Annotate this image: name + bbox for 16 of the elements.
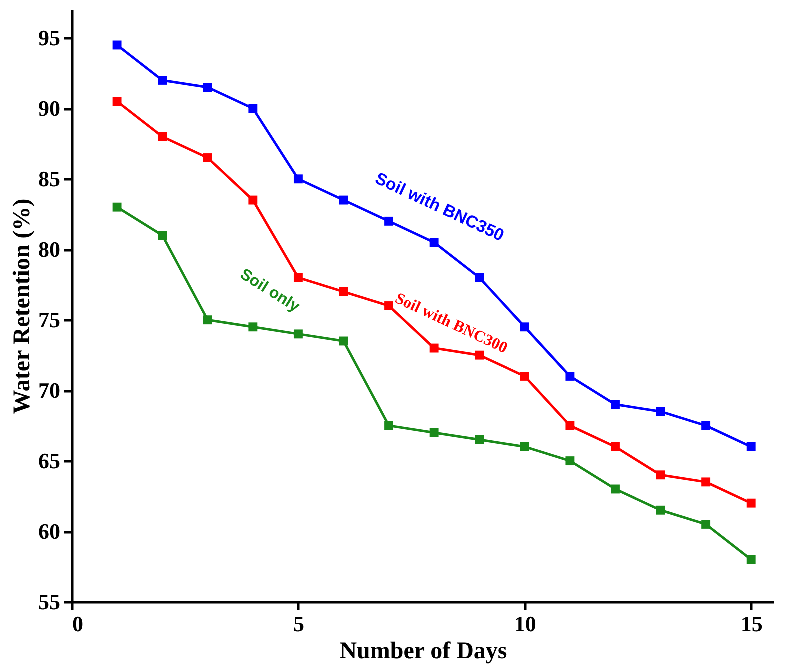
x-axis-title: Number of Days	[340, 638, 508, 664]
y-axis-title: Water Retention (%)	[10, 198, 36, 414]
y-tick-label: 85	[38, 166, 60, 192]
y-tick-label: 60	[38, 519, 60, 544]
x-tick-label: 10	[514, 612, 536, 636]
y-tick-label: 55	[38, 590, 60, 614]
y-tick-label: 70	[38, 378, 60, 404]
y-tick-label: 95	[38, 26, 60, 51]
x-tick-label: 5	[293, 612, 304, 636]
text: Soil only	[237, 266, 303, 316]
y-tick-label: 80	[38, 237, 60, 262]
y-tick-label: 75	[38, 308, 60, 333]
y-tick-label: 90	[38, 96, 60, 122]
x-tick-label: 15	[740, 612, 763, 636]
y-tick-label: 65	[38, 448, 60, 474]
x-tick-label: 0	[72, 612, 84, 636]
